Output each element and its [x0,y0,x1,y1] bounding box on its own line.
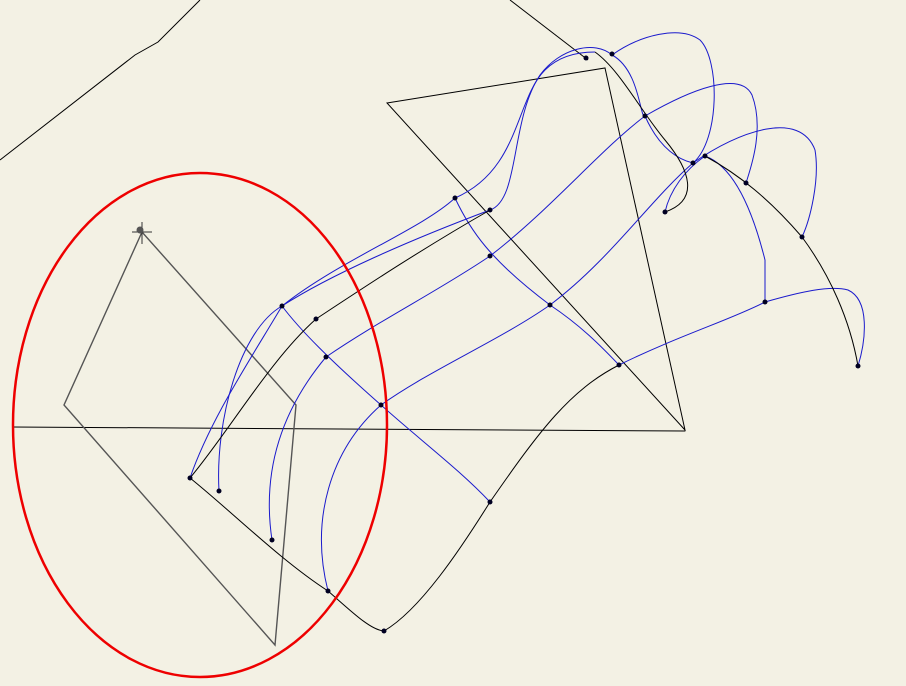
spline-point[interactable] [616,362,622,368]
spline-point[interactable] [855,363,861,369]
spline-point[interactable] [487,253,493,259]
crosshair-cursor-icon [132,222,152,244]
spline-point[interactable] [642,113,648,119]
spline-curve-2[interactable] [218,32,715,492]
spline-curve-4[interactable] [321,127,817,592]
spline-curve-7[interactable] [664,155,766,302]
construction-polyline-top-left[interactable] [0,0,201,161]
guide-curve-2[interactable] [189,364,620,632]
highlight-ellipse [11,171,389,679]
spline-point[interactable] [313,316,319,322]
spline-point[interactable] [609,51,615,57]
spline-point[interactable] [690,160,696,166]
spline-point[interactable] [799,234,805,240]
spline-curve-3[interactable] [268,83,758,541]
guide-curve-1[interactable] [189,209,491,479]
spline-point[interactable] [702,153,708,159]
guide-curve-3[interactable] [594,51,689,213]
spline-point[interactable] [378,402,384,408]
guide-curve-4[interactable] [704,155,859,367]
spline-point[interactable] [325,588,331,594]
spline-point[interactable] [547,302,553,308]
spline-point[interactable] [487,207,493,213]
construction-line-top[interactable] [509,0,589,61]
spline-point[interactable] [216,488,222,494]
spline-point[interactable] [487,499,493,505]
spline-curve-1[interactable] [189,51,596,479]
spline-point[interactable] [583,55,589,61]
spline-point[interactable] [381,628,387,634]
spline-point[interactable] [323,354,329,360]
spline-point[interactable] [743,180,749,186]
spline-point[interactable] [279,303,285,309]
spline-point[interactable] [452,195,458,201]
spline-point[interactable] [187,475,193,481]
spline-points [187,51,861,634]
spline-point[interactable] [269,537,275,543]
spline-curve-8[interactable] [618,287,865,367]
spline-point[interactable] [762,299,768,305]
construction-triangle[interactable] [386,67,686,432]
spline-curve-6[interactable] [454,197,620,366]
profile-triangle[interactable] [63,230,297,647]
spline-point[interactable] [662,209,668,215]
horizontal-axis-line[interactable] [11,426,686,432]
